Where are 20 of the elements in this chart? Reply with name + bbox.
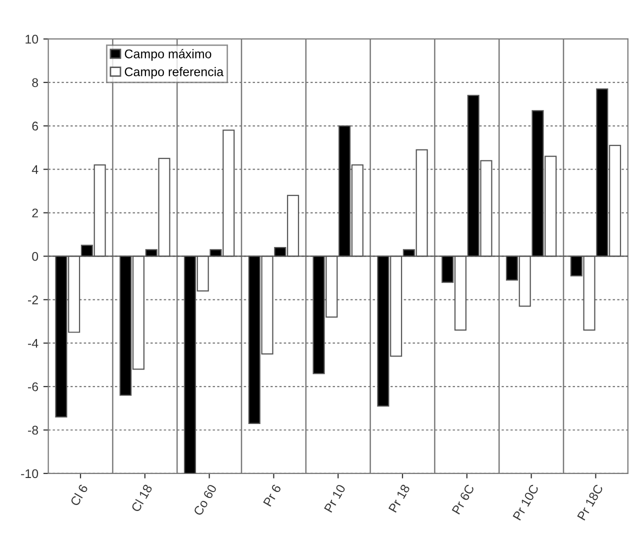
y-tick-label: -8: [28, 426, 38, 435]
y-tick-label: 10: [26, 34, 38, 44]
y-tick-label: 8: [32, 78, 38, 88]
legend-label: Campo referencia: [124, 67, 224, 79]
y-tick-label: 0: [32, 252, 38, 261]
x-tick-label: Pr 6: [263, 484, 282, 507]
y-tick-label: -4: [28, 339, 38, 348]
y-tick-label: 4: [32, 165, 38, 174]
x-tick-label: Pr 6C: [452, 484, 475, 515]
y-tick-label: -10: [21, 469, 38, 478]
y-tick-label: -2: [28, 295, 38, 304]
y-tick-label: 6: [32, 122, 38, 131]
x-tick-label: Cl 18: [130, 484, 153, 512]
y-tick-label: 2: [32, 208, 38, 218]
x-tick-label: Pr 10: [324, 484, 346, 513]
x-tick-label: Pr 18: [388, 484, 410, 513]
y-tick-label: -6: [28, 382, 38, 392]
x-tick-label: Co 60: [193, 484, 218, 516]
legend-label: Campo máximo: [124, 48, 212, 61]
x-tick-label: Cl 6: [70, 484, 88, 506]
